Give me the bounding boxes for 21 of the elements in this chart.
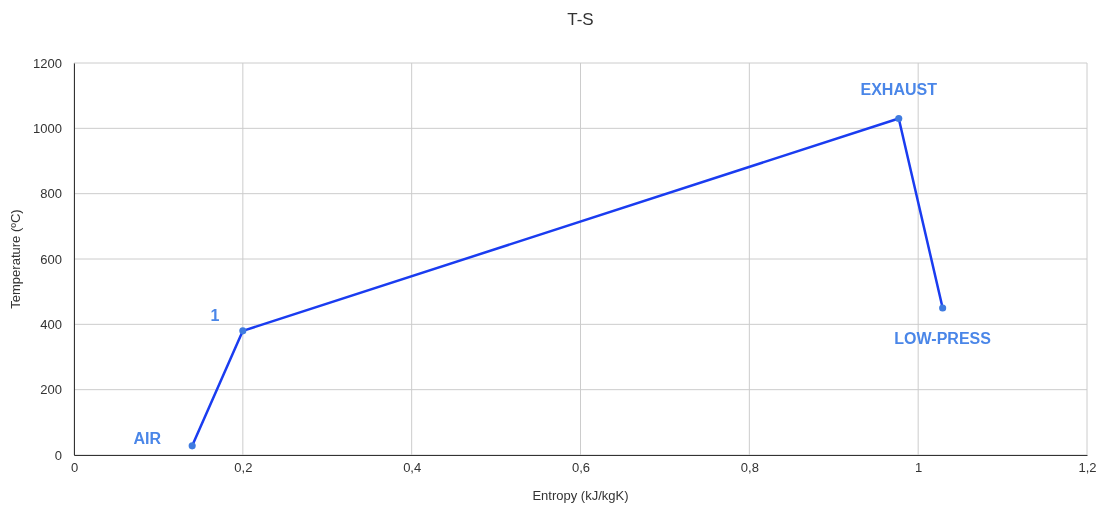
y-tick-label: 200: [40, 382, 62, 398]
y-tick-label: 0: [54, 447, 62, 463]
y-tick-label: 1200: [33, 55, 62, 71]
annotation: LOW-PRESS: [894, 330, 992, 347]
x-tick-label: 0,2: [234, 460, 253, 476]
annotation: 1: [210, 306, 220, 324]
x-tick-label: 1,2: [1078, 460, 1097, 476]
y-tick-label: 800: [40, 186, 62, 202]
x-tick-label: 0: [70, 460, 79, 476]
y-tick-label: 1000: [33, 120, 62, 136]
x-tick-label: 0,4: [403, 460, 422, 476]
x-tick-label: 0,8: [740, 460, 759, 476]
x-tick-label: 0,6: [571, 460, 591, 476]
y-axis-title: Temperature (ºC): [8, 209, 23, 309]
chart-title: T-S: [567, 10, 594, 29]
x-tick-label: 1: [915, 460, 923, 476]
x-axis-title: Entropy (kJ/kgK): [532, 488, 629, 503]
y-tick-label: 400: [40, 316, 62, 332]
annotation: EXHAUST: [860, 80, 938, 98]
annotation: AIR: [133, 429, 162, 447]
y-tick-label: 600: [40, 251, 62, 267]
